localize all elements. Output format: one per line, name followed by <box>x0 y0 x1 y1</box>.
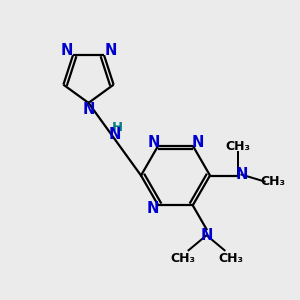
Text: N: N <box>147 134 160 149</box>
Text: N: N <box>191 134 204 149</box>
Text: CH₃: CH₃ <box>170 252 195 265</box>
Text: N: N <box>147 202 159 217</box>
Text: CH₃: CH₃ <box>225 140 250 153</box>
Text: H: H <box>112 121 123 134</box>
Text: CH₃: CH₃ <box>260 175 286 188</box>
Text: N: N <box>109 127 121 142</box>
Text: N: N <box>235 167 248 182</box>
Text: N: N <box>104 44 117 59</box>
Text: CH₃: CH₃ <box>218 252 243 265</box>
Text: N: N <box>82 102 95 117</box>
Text: N: N <box>60 44 73 59</box>
Text: N: N <box>200 228 213 243</box>
